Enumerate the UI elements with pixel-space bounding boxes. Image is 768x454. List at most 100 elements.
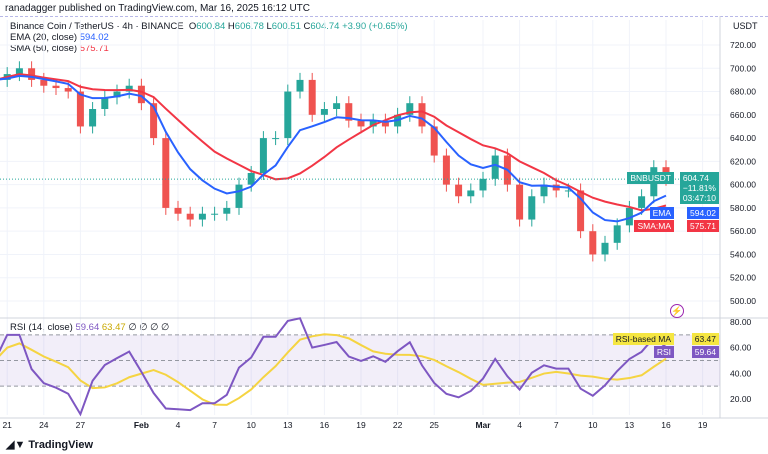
candle [223, 207, 231, 214]
candle [272, 138, 280, 140]
candle [186, 213, 194, 220]
candle [442, 155, 450, 185]
sma-line [0, 73, 667, 212]
price-tick-label: 620.00 [730, 156, 756, 166]
divider [0, 16, 768, 17]
date-tick-label: 24 [39, 420, 49, 430]
date-tick-label: 22 [393, 420, 403, 430]
candle [577, 190, 585, 232]
change-value: +3.90 (+0.65%) [342, 21, 408, 32]
candle [174, 207, 182, 214]
price-tick-label: 700.00 [730, 63, 756, 73]
candle [357, 120, 365, 127]
date-tick-label: 10 [246, 420, 256, 430]
low-label: L [266, 21, 272, 32]
candle [601, 242, 609, 255]
rsi-tag-value: 59.64 [691, 346, 719, 358]
rsi-tick-label: 40.00 [730, 368, 752, 378]
candle [211, 213, 219, 215]
sma-tag: SMA:MA [634, 220, 674, 232]
date-tick-label: Mar [475, 420, 491, 430]
ema-tag: EMA [649, 207, 674, 219]
candle [113, 91, 121, 98]
price-tag-value: 604.74 [682, 173, 709, 183]
date-tick-label: 25 [429, 420, 439, 430]
date-tick-label: 13 [625, 420, 635, 430]
candle [479, 178, 487, 191]
rsi-tick-label: 60.00 [730, 343, 752, 353]
ema-line [0, 74, 667, 223]
price-tick-label: 660.00 [730, 110, 756, 120]
candle [467, 190, 475, 197]
candle [528, 196, 536, 220]
high-label: H [227, 21, 235, 32]
candle [625, 207, 633, 226]
rsi-ma-tag-value: 63.47 [691, 333, 719, 345]
lightning-icon[interactable]: ⚡ [670, 304, 684, 318]
open-value: 600.84 [196, 21, 226, 32]
date-tick-label: 19 [698, 420, 708, 430]
rsi-value: 59.64 [75, 322, 100, 333]
close-value: 604.74 [310, 21, 340, 32]
tradingview-logo[interactable]: ◢▼ TradingView [6, 438, 93, 451]
candle [540, 184, 548, 197]
ema-value: 594.02 [79, 32, 109, 43]
candle [247, 173, 255, 185]
price-tick-label: 680.00 [730, 87, 756, 97]
candle [76, 91, 84, 127]
close-label: C [303, 21, 311, 32]
candle [308, 79, 316, 115]
price-tick-label: 580.00 [730, 203, 756, 213]
candle [491, 155, 499, 179]
price-tick-label: 540.00 [730, 249, 756, 259]
symbol-title: Binance Coin / TetherUS · 4h · BINANCE [10, 21, 184, 32]
candle [162, 138, 170, 208]
price-tick-label: 600.00 [730, 180, 756, 190]
price-tick-label: 640.00 [730, 133, 756, 143]
countdown: 03:47:10 [682, 193, 716, 203]
date-tick-label: 4 [517, 420, 522, 430]
candle [369, 120, 377, 127]
candle [28, 68, 36, 80]
high-value: 606.78 [234, 21, 264, 32]
price-tick-label: 720.00 [730, 40, 756, 50]
sma-value: 575.71 [79, 43, 109, 54]
symbol-tag: BNBUSDT [627, 172, 674, 184]
brand-text: TradingView [28, 439, 94, 451]
candle [89, 109, 97, 127]
candle [101, 97, 109, 109]
price-tick-label: 560.00 [730, 226, 756, 236]
rsi-tag: RSI [653, 346, 674, 358]
candle [284, 91, 292, 139]
date-tick-label: 7 [554, 420, 559, 430]
price-tick-label: 500.00 [730, 296, 756, 306]
rsi-line [0, 317, 667, 417]
date-tick-label: 27 [76, 420, 86, 430]
candle [418, 103, 426, 127]
price-tick-label: 520.00 [730, 273, 756, 283]
candle [589, 231, 597, 255]
rsi-extra: ∅ ∅ ∅ ∅ [128, 322, 170, 333]
rsi-ma-value: 63.47 [101, 322, 126, 333]
rsi-ma-tag: RSI-based MA [612, 333, 674, 345]
ema-tag-value: 594.02 [687, 207, 719, 219]
date-tick-label: 19 [356, 420, 366, 430]
candle [345, 103, 353, 121]
candle [125, 85, 133, 92]
candle [516, 184, 524, 220]
candle [320, 109, 328, 115]
date-tick-label: 16 [661, 420, 671, 430]
date-tick-label: 13 [283, 420, 293, 430]
candle [296, 79, 304, 92]
candle [406, 103, 414, 115]
candle [150, 103, 158, 139]
candle [333, 103, 341, 109]
candle [15, 68, 23, 75]
candle [455, 184, 463, 197]
rsi-tick-label: 80.00 [730, 317, 752, 327]
rsi-ma-line [0, 333, 667, 406]
candle [259, 138, 267, 173]
price-tag: 604.74 −11.81% 03:47:10 [679, 172, 719, 204]
candle [430, 126, 438, 156]
